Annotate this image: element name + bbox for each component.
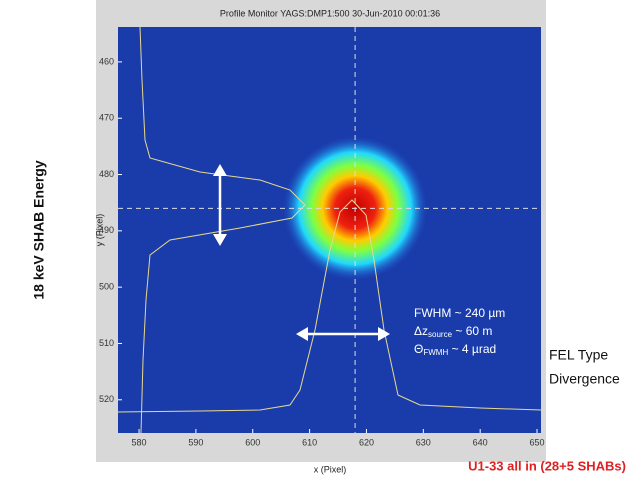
y-axis-label: y (Pixel) (94, 214, 104, 247)
chart-title: Profile Monitor YAGS:DMP1:500 30-Jun-201… (220, 8, 440, 18)
y-tick-label: 500 (99, 282, 114, 292)
x-tick-label: 630 (416, 437, 431, 447)
annotation-part: FWHM ~ 240 µm (414, 306, 505, 320)
y-tick-label: 490 (99, 225, 114, 235)
y-tick-label: 470 (99, 113, 114, 123)
right-label: Divergence (549, 371, 620, 387)
horizontal-profile (117, 199, 542, 413)
x-axis-label: x (Pixel) (314, 464, 347, 474)
left-label: 18 keV SHAB Energy (31, 160, 47, 299)
y-tick-label: 480 (99, 169, 114, 179)
y-tick-label: 460 (99, 56, 114, 66)
x-tick-label: 580 (132, 437, 147, 447)
annotation-part: ~ 4 µrad (448, 342, 496, 356)
x-tick-label: 620 (359, 437, 374, 447)
x-tick-label: 600 (245, 437, 260, 447)
annotation-part: FWMH (423, 348, 448, 357)
annotation-part: Θ (414, 342, 423, 356)
x-tick-label: 590 (188, 437, 203, 447)
annotation-part: ~ 60 m (452, 324, 492, 338)
annotation-part: Δz (414, 324, 428, 338)
vertical-profile (139, 26, 306, 434)
arrows (213, 164, 390, 341)
annotation: Δzsource ~ 60 m (414, 324, 492, 339)
y-tick-label: 520 (99, 394, 114, 404)
annotation: ΘFWMH ~ 4 µrad (414, 342, 496, 357)
y-tick-label: 510 (99, 338, 114, 348)
x-tick-label: 650 (530, 437, 545, 447)
right-label: FEL Type (549, 347, 608, 363)
x-tick-label: 610 (302, 437, 317, 447)
annotations: FWHM ~ 240 µm Δzsource ~ 60 m ΘFWMH ~ 4 µr… (414, 306, 505, 357)
footer-note: U1-33 all in (28+5 SHABs) (468, 458, 626, 473)
annotation: FWHM ~ 240 µm (414, 306, 505, 320)
annotation-part: source (428, 330, 453, 339)
plot (118, 27, 541, 433)
x-tick-label: 640 (473, 437, 488, 447)
